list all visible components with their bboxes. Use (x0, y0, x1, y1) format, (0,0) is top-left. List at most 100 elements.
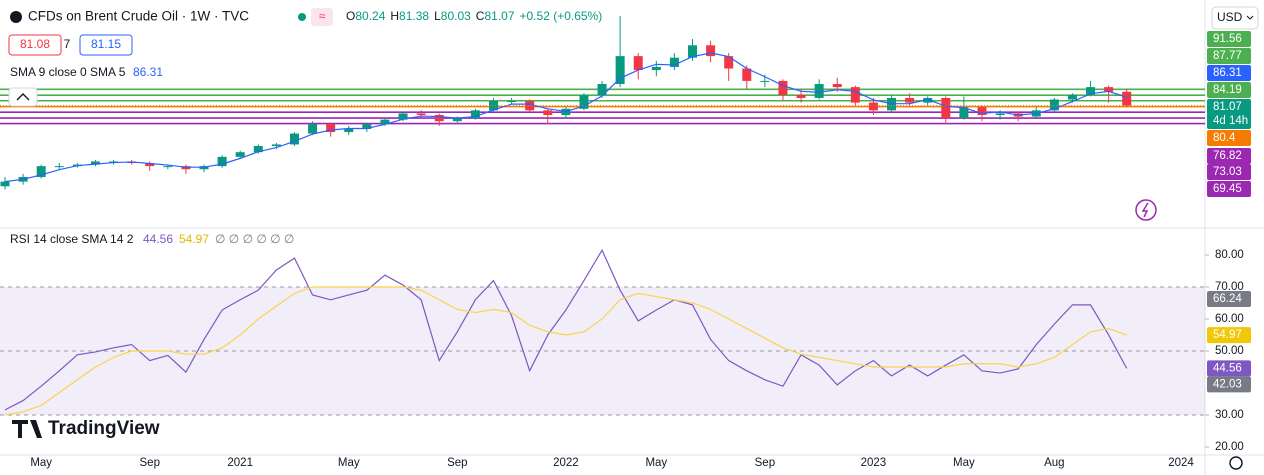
candle-body (380, 119, 390, 125)
symbol-title: CFDs on Brent Crude Oil · 1W · TVC (28, 9, 249, 24)
candle-body (850, 87, 860, 103)
x-tick-label: Aug (1044, 457, 1064, 469)
candle-body (271, 144, 281, 146)
x-tick-label: May (338, 457, 360, 469)
currency-button[interactable] (1211, 6, 1259, 30)
settings-icon[interactable] (1229, 456, 1243, 470)
candle-body (163, 166, 173, 168)
collapse-icon (16, 93, 30, 101)
candle-body (760, 80, 770, 82)
logo-mark (12, 420, 42, 438)
candle-body (54, 166, 64, 168)
price-tag-bg (1207, 164, 1251, 180)
y-tick-label: 60.00 (1215, 313, 1244, 325)
candle-body (362, 124, 372, 129)
rsi-series-line (4, 286, 1127, 416)
candle-body (253, 145, 263, 153)
price-tag-bg (1207, 31, 1251, 47)
candle-body (470, 110, 480, 119)
x-tick-label: Sep (755, 457, 775, 469)
indicator-value: 86.31 (133, 65, 163, 79)
candle-body (905, 97, 915, 103)
alert-icon[interactable] (1135, 199, 1157, 221)
candle-body (832, 84, 842, 88)
ask-box[interactable] (79, 34, 133, 56)
ohlc-value: 81.07 (484, 9, 514, 23)
x-tick-label: May (953, 457, 975, 469)
candle-body (90, 161, 100, 165)
candle-body (1122, 91, 1132, 106)
x-tick-label: May (645, 457, 667, 469)
candle-body (308, 124, 318, 134)
price-tag-bg (1207, 113, 1251, 129)
price-tag-bg (1207, 82, 1251, 98)
candle-body (995, 113, 1005, 115)
x-tick-label: Sep (447, 457, 467, 469)
rsi-value: 44.56 (143, 232, 173, 246)
price-tag: 69.45 (1213, 183, 1242, 195)
candle-body (742, 68, 752, 81)
collapse-button[interactable] (8, 87, 38, 107)
price-tag: 87.77 (1213, 50, 1242, 62)
rsi-sma-value: 54.97 (179, 232, 209, 246)
candle-body (615, 56, 625, 85)
candle-body (235, 152, 245, 157)
price-tag-bg (1207, 148, 1251, 164)
rsi-title: RSI 14 close SMA 14 2 (10, 232, 134, 246)
candle-body (868, 102, 878, 111)
rsi-tag-bg (1207, 360, 1251, 377)
indicator-label: SMA 9 close 0 SMA 5 (10, 65, 126, 79)
candle-body (651, 66, 661, 71)
price-tag: 81.07 (1213, 101, 1242, 113)
status-badge[interactable] (311, 8, 333, 26)
candle-body (778, 80, 788, 95)
price-tag: 80.4 (1213, 132, 1236, 144)
candle-body (434, 115, 444, 122)
price-tag: 4d 14h (1213, 115, 1248, 127)
ohlc-change: +0.52 (+0.65%) (520, 9, 603, 23)
candle-body (706, 45, 716, 57)
symbol-icon (10, 11, 22, 23)
rsi-tag: 54.97 (1213, 329, 1242, 341)
candle-body (398, 113, 408, 120)
candle-body (344, 128, 354, 133)
price-tag: 86.31 (1213, 67, 1242, 79)
candle-body (724, 56, 734, 69)
ohlc-value: 80.03 (441, 9, 471, 23)
candle-body (959, 107, 969, 119)
ask: 81.15 (91, 37, 121, 51)
ohlc-legend: O80.24 H81.38 L80.03 C81.07 +0.52 (+0.65%) (346, 9, 602, 23)
bid: 81.08 (20, 37, 50, 51)
sma-line (4, 52, 1127, 183)
candle-body (633, 56, 643, 71)
rsi-tag: 44.56 (1213, 362, 1242, 374)
candle-body (1067, 94, 1077, 100)
bid-box[interactable] (8, 34, 62, 56)
rsi-tag: 66.24 (1213, 293, 1242, 305)
alert-bolt (1141, 202, 1149, 218)
candle-body (145, 163, 155, 167)
rsi-tag-bg (1207, 376, 1251, 393)
candle-body (525, 101, 535, 111)
candle-body (452, 118, 462, 122)
ohlc-key: O (346, 9, 355, 23)
ohlc-key: H (390, 9, 399, 23)
status-icon: ≈ (319, 9, 326, 23)
rsi-tag-bg (1207, 291, 1251, 308)
price-tag-bg (1207, 48, 1251, 64)
price-tag-bg (1207, 65, 1251, 81)
marks: May Sep 2021 May Sep 2022 May Sep 2023 May Aug 2024… (0, 15, 1251, 469)
ohlc-key: C (476, 9, 485, 23)
candle-body (1049, 99, 1059, 111)
candle-body (977, 107, 987, 115)
y-tick-label: 50.00 (1215, 345, 1244, 357)
price-tag: 73.03 (1213, 166, 1242, 178)
currency-caret (1246, 15, 1254, 20)
logo-text: TradingView (48, 418, 160, 439)
price-tag: 76.82 (1213, 150, 1242, 162)
candle-body (289, 133, 299, 145)
x-tick-label: 2023 (861, 457, 887, 469)
candle-body (543, 110, 553, 115)
